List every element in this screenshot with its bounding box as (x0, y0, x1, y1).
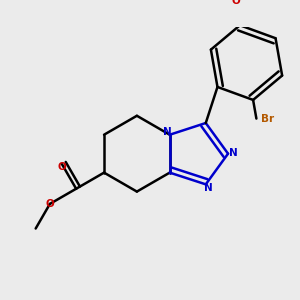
Text: O: O (231, 0, 240, 6)
Text: N: N (163, 127, 172, 137)
Text: N: N (229, 148, 237, 158)
Text: O: O (58, 161, 66, 172)
Text: N: N (204, 183, 213, 193)
Text: Br: Br (261, 114, 274, 124)
Text: O: O (46, 199, 54, 209)
